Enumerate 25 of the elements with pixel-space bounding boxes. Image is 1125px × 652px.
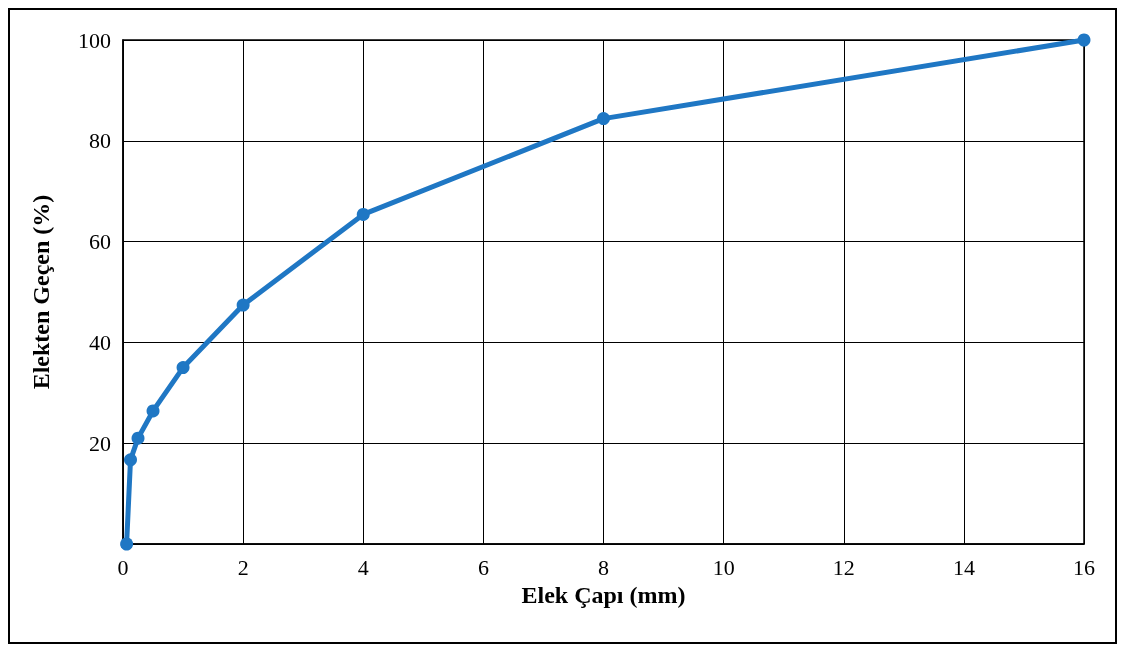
y-tick-label: 80 (89, 128, 111, 154)
point (236, 298, 250, 312)
y-tick-label: 60 (89, 229, 111, 255)
point (124, 453, 138, 467)
y-tick-label: 100 (78, 27, 111, 53)
x-tick-label: 0 (117, 554, 129, 580)
x-tick-label: 6 (477, 554, 489, 580)
x-tick-label: 12 (832, 554, 855, 580)
x-tick-label: 16 (1073, 554, 1095, 580)
y-tick-label: 40 (89, 329, 111, 355)
point (1077, 33, 1091, 47)
y-tick-label: 20 (89, 430, 111, 456)
x-tick-label: 4 (357, 554, 369, 580)
point (131, 431, 145, 445)
x-tick-label: 2 (237, 554, 249, 580)
x-axis-title: Elek Çapı (mm) (521, 581, 686, 608)
x-tick-label: 8 (598, 554, 609, 580)
point (597, 112, 610, 126)
point (146, 404, 160, 418)
x-tick-label: 14 (952, 554, 975, 580)
y-axis-title: Elekten Geçen (%) (28, 194, 54, 390)
point (120, 537, 134, 551)
x-tick-label: 10 (712, 554, 735, 580)
point (356, 207, 370, 221)
point (176, 361, 190, 375)
